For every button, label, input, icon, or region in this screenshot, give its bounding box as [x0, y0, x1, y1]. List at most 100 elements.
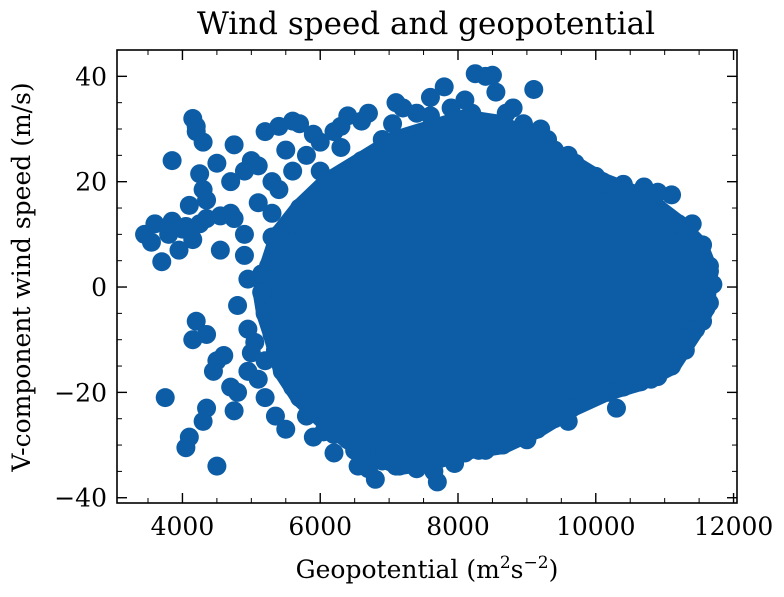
scatter-point — [693, 311, 713, 331]
scatter-point — [234, 245, 254, 265]
scatter-point — [248, 156, 268, 176]
plot-frame — [116, 49, 738, 504]
scatter-point — [600, 382, 620, 402]
scatter-point — [699, 256, 719, 276]
scatter-point — [345, 440, 365, 460]
scatter-point — [565, 153, 585, 173]
scatter-point — [210, 240, 230, 260]
scatter-point — [324, 443, 344, 463]
scatter-point — [186, 116, 206, 136]
scatter-point — [445, 453, 465, 473]
scatter-point — [262, 172, 282, 192]
scatter-point — [190, 164, 210, 184]
scatter-point — [255, 351, 275, 371]
scatter-point — [431, 422, 451, 442]
scatter-point — [476, 114, 496, 134]
scatter-point — [462, 103, 482, 123]
scatter-point — [276, 419, 296, 439]
y-tick-label: 40 — [75, 62, 107, 91]
scatter-point — [169, 240, 189, 260]
scatter-point — [248, 193, 268, 213]
x-tick-label: 8000 — [426, 512, 490, 541]
scatter-point — [503, 414, 523, 434]
y-tick-label: 0 — [91, 273, 107, 302]
scatter-point — [221, 172, 241, 192]
scatter-point — [183, 230, 203, 250]
scatter-point — [176, 438, 196, 458]
scatter-point — [372, 451, 392, 471]
scatter-point — [486, 82, 506, 102]
scatter-point — [662, 185, 682, 205]
scatter-point — [338, 161, 358, 181]
scatter-point — [648, 198, 668, 218]
scatter-point — [290, 114, 310, 134]
scatter-point — [203, 361, 223, 381]
scatter-point — [252, 282, 272, 302]
scatter-point — [420, 106, 440, 126]
scatter-point — [358, 103, 378, 123]
scatter-point — [579, 388, 599, 408]
scatter-point — [482, 65, 502, 85]
scatter-point — [262, 203, 282, 223]
scatter-point — [693, 235, 713, 255]
scatter-point — [648, 298, 668, 318]
scatter-point — [141, 232, 161, 252]
scatter-point — [503, 98, 523, 118]
scatter-point — [310, 132, 330, 152]
scatter-point — [310, 161, 330, 181]
scatter-point — [593, 193, 613, 213]
scatter-point — [420, 119, 440, 139]
scatter-point — [228, 295, 248, 315]
scatter-point — [272, 361, 292, 381]
scatter-points — [135, 64, 723, 492]
scatter-point — [290, 198, 310, 218]
scatter-point — [238, 361, 258, 381]
scatter-point — [262, 227, 282, 247]
scatter-point — [620, 372, 640, 392]
scatter-point — [434, 77, 454, 97]
scatter-point — [193, 132, 213, 152]
scatter-point — [400, 448, 420, 468]
scatter-point — [296, 406, 316, 426]
scatter-point — [372, 130, 392, 150]
scatter-point — [197, 190, 217, 210]
scatter-point — [283, 161, 303, 181]
scatter-point — [586, 166, 606, 186]
y-tick-labels: −40 −20 0 20 40 — [54, 62, 107, 512]
scatter-point — [283, 214, 303, 234]
scatter-point — [331, 409, 351, 429]
chart-title: Wind speed and geopotential — [197, 6, 655, 42]
x-tick-label: 10000 — [556, 512, 636, 541]
scatter-point — [365, 145, 385, 165]
scatter-point — [145, 214, 165, 234]
scatter-point — [613, 174, 633, 194]
scatter-point — [155, 388, 175, 408]
scatter-point — [424, 461, 444, 481]
scatter-point — [348, 456, 368, 476]
scatter-point — [303, 427, 323, 447]
scatter-point — [331, 137, 351, 157]
scatter-point — [627, 203, 647, 223]
scatter-point — [186, 311, 206, 331]
scatter-point — [252, 264, 272, 284]
scatter-point — [513, 114, 533, 134]
scatter-point — [606, 398, 626, 418]
scatter-point — [531, 119, 551, 139]
scatter-point — [224, 401, 244, 421]
y-axis-label: V-component wind speed (m/s) — [7, 82, 36, 472]
scatter-point — [699, 293, 719, 313]
scatter-point — [296, 145, 316, 165]
scatter-point — [655, 351, 675, 371]
x-tick-label: 12000 — [694, 512, 774, 541]
scatter-point — [255, 303, 275, 323]
scatter-point — [558, 411, 578, 431]
scatter-point — [441, 98, 461, 118]
scatter-point — [162, 151, 182, 171]
scatter-point — [682, 214, 702, 234]
scatter-point — [290, 367, 310, 387]
scatter-point — [265, 406, 285, 426]
scatter-point — [276, 140, 296, 160]
scatter-point — [152, 252, 172, 272]
y-tick-label: 20 — [75, 168, 107, 197]
